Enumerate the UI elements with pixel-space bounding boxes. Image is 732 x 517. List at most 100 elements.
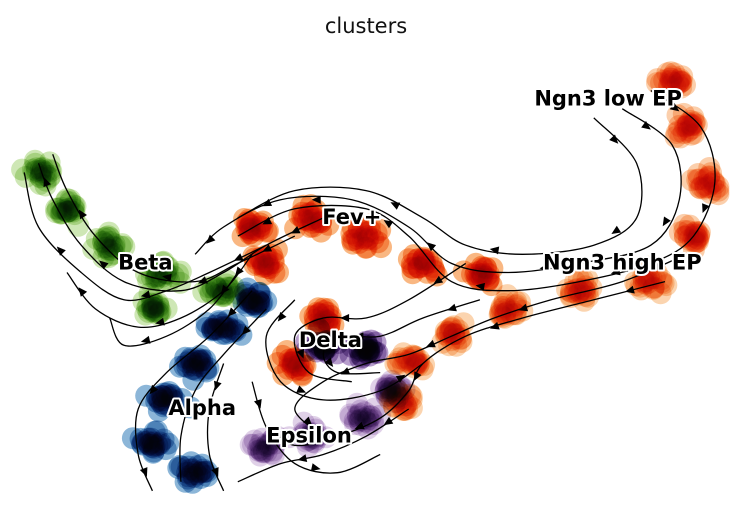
streamline-arrow bbox=[233, 253, 244, 261]
streamline-arrow bbox=[641, 121, 651, 130]
streamline-arrow bbox=[518, 303, 529, 312]
cell-point bbox=[186, 455, 209, 478]
streamline-arrow bbox=[310, 463, 321, 472]
cell-point bbox=[702, 170, 725, 193]
streamline-arrow bbox=[149, 384, 159, 395]
streamline-arrow bbox=[78, 209, 87, 220]
streamline-arrow bbox=[383, 416, 394, 426]
cell-point bbox=[668, 221, 691, 244]
cluster-labels: Ngn3 low EP Ngn3 high EP Fev+ Beta Alpha Delt… bbox=[116, 85, 704, 450]
streamline-arrow bbox=[324, 357, 334, 367]
streamline-arrow bbox=[426, 242, 437, 252]
cell-point bbox=[161, 386, 184, 409]
streamline bbox=[237, 117, 643, 255]
streamline-arrow bbox=[296, 385, 307, 393]
streamline-arrow bbox=[99, 260, 109, 270]
streamline-arrow bbox=[425, 339, 436, 348]
cell-point bbox=[258, 257, 281, 280]
streamline-arrow bbox=[625, 285, 635, 294]
streamline bbox=[23, 172, 267, 302]
streamline-arrow bbox=[254, 399, 262, 409]
streamline-arrow bbox=[395, 374, 406, 383]
cell-point bbox=[652, 272, 675, 295]
streamline bbox=[52, 153, 296, 283]
streamline bbox=[109, 272, 239, 347]
streamline bbox=[237, 408, 410, 483]
streamline-arrow bbox=[220, 284, 230, 295]
cell-point bbox=[388, 347, 411, 370]
streamline-arrow bbox=[390, 202, 401, 210]
cell-point bbox=[408, 352, 431, 375]
streamline-arrow bbox=[241, 325, 251, 335]
cell-point bbox=[149, 431, 172, 454]
streamline-arrow bbox=[140, 335, 151, 344]
streamline-arrow bbox=[662, 216, 671, 227]
cell-point bbox=[365, 222, 388, 245]
cluster-label: Fev+ bbox=[322, 205, 381, 229]
cell-point bbox=[247, 282, 270, 304]
cell-point bbox=[364, 341, 387, 364]
streamline bbox=[134, 290, 253, 492]
streamline bbox=[194, 108, 682, 274]
streamline-arrow bbox=[610, 267, 621, 276]
streamline bbox=[179, 308, 267, 482]
streamline-arrow bbox=[206, 234, 216, 244]
streamline-arrow bbox=[262, 244, 273, 252]
streamline-arrow bbox=[162, 273, 172, 282]
streamline-arrow bbox=[262, 216, 273, 225]
streamline-arrow bbox=[702, 203, 710, 213]
streamline-arrow bbox=[433, 275, 444, 284]
cell-point bbox=[357, 408, 380, 431]
streamline-arrow bbox=[227, 307, 237, 317]
cell-point bbox=[169, 355, 191, 378]
streamline-arrow bbox=[650, 262, 661, 270]
cell-point bbox=[216, 315, 239, 338]
streamline-arrow bbox=[489, 246, 500, 255]
streamline bbox=[265, 299, 424, 401]
cell-point bbox=[445, 334, 468, 357]
cell-point bbox=[476, 270, 499, 293]
streamline-arrow bbox=[290, 226, 301, 234]
streamline bbox=[294, 253, 687, 437]
cell-point bbox=[400, 252, 423, 275]
cell-points bbox=[11, 61, 730, 494]
cell-point bbox=[339, 343, 362, 366]
cell-point bbox=[11, 158, 34, 181]
streamline-arrow bbox=[277, 312, 287, 322]
streamline-arrow bbox=[354, 332, 364, 341]
streamline-arrow bbox=[155, 317, 165, 326]
streamline-arrow bbox=[475, 282, 485, 291]
streamline bbox=[322, 299, 481, 375]
cluster-label: Alpha bbox=[168, 396, 236, 420]
streamline-arrow bbox=[140, 290, 151, 299]
streamline-arrow bbox=[276, 433, 287, 443]
streamline-arrow bbox=[211, 467, 219, 477]
streamline-arrow bbox=[214, 380, 222, 391]
streamline bbox=[293, 262, 467, 383]
streamline-arrow bbox=[303, 416, 313, 426]
streamline-arrow bbox=[489, 321, 500, 330]
streamline-arrow bbox=[669, 102, 680, 112]
streamline-arrow bbox=[311, 195, 321, 204]
streamline-arrow bbox=[262, 198, 273, 207]
streamline-arrow bbox=[43, 177, 51, 188]
cell-point bbox=[302, 430, 325, 453]
streamline-arrow bbox=[78, 287, 88, 297]
cluster-label: Ngn3 high EP bbox=[543, 250, 702, 274]
cell-point bbox=[278, 426, 301, 449]
streamline-arrow bbox=[340, 314, 350, 322]
cell-point bbox=[670, 76, 693, 99]
cluster-label: Ngn3 low EP bbox=[534, 87, 682, 111]
streamline bbox=[251, 381, 381, 474]
cell-point bbox=[197, 357, 220, 380]
cluster-label: Beta bbox=[118, 250, 172, 274]
streamline bbox=[237, 89, 716, 292]
velocity-streamlines bbox=[23, 89, 716, 492]
streamline-arrow bbox=[413, 371, 422, 382]
streamline-arrow bbox=[611, 225, 622, 234]
streamline-arrow bbox=[139, 467, 148, 477]
streamline-arrow bbox=[447, 303, 457, 312]
streamline-arrow bbox=[296, 348, 304, 359]
cell-point bbox=[141, 288, 163, 311]
